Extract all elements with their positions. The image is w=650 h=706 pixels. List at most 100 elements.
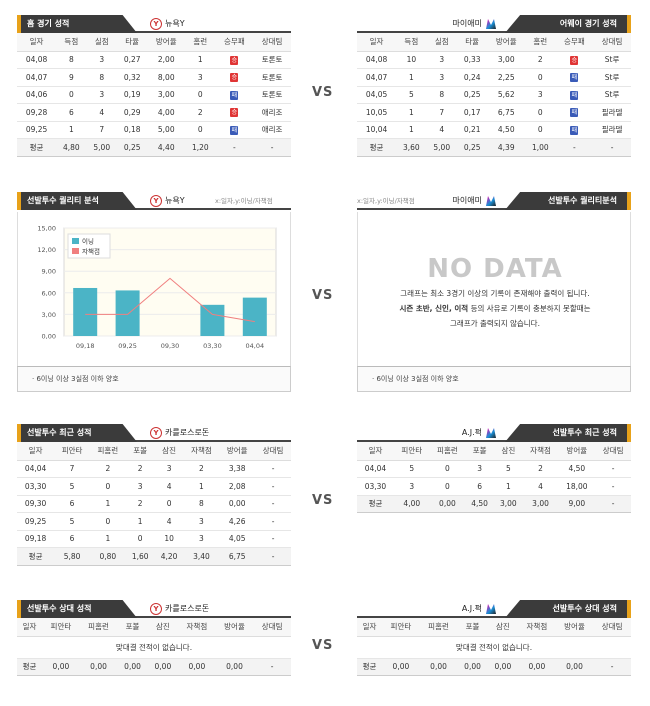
column-header: 자책점: [522, 442, 559, 461]
cell-avg: 0,17: [456, 103, 488, 122]
cell-r: 1: [396, 68, 427, 87]
cell: 0: [429, 460, 466, 478]
axis-note: x:일자,y:이닝/자책점: [357, 197, 415, 205]
cell-date: 10,04: [357, 121, 397, 139]
avg-cell: 0,25: [456, 138, 488, 157]
inning-bar: [200, 304, 225, 336]
yankees-logo-icon: Y: [150, 603, 162, 615]
column-header: 피홈런: [79, 618, 118, 637]
cell-ra: 3: [86, 51, 117, 69]
avg-cell: 4,00: [393, 495, 430, 513]
table-row: 09,18 6 1 0 10 3 4,05-: [17, 530, 291, 548]
column-header: 홈런: [185, 33, 216, 52]
home-record-title: 홈 경기 성적: [17, 15, 137, 33]
nodata-line2-bold: 시즌 초반, 신인, 이적: [399, 304, 469, 313]
cell: 0: [125, 530, 155, 548]
avg-cell: 평균: [357, 658, 383, 676]
avg-cell: -: [595, 495, 631, 513]
avg-cell: 0,00: [518, 658, 556, 676]
pitcher-recent-panel-right: A.J.퍽 선발투수 최근 성적 일자 피안타 피홈런 포볼 삼진 자책점 방어율 상대팀 0…: [357, 424, 631, 513]
avg-cell: 4,40: [147, 138, 186, 157]
avg-cell: 0,00: [147, 658, 179, 676]
column-header: 일자: [17, 618, 43, 637]
cell-era: 2,00: [147, 51, 186, 69]
cell-opp: St루: [593, 68, 631, 87]
result-badge: 승: [570, 55, 579, 65]
avg-cell: 4,50: [465, 495, 494, 513]
vs-label: VS: [312, 85, 334, 100]
cell-ra: 8: [86, 68, 117, 87]
column-header: 피홈런: [429, 442, 466, 461]
table-row: 09,30 6 1 2 0 8 0,00-: [17, 495, 291, 513]
x-tick-label: 09,25: [118, 342, 137, 350]
cell-ra: 3: [426, 68, 457, 87]
cell-hr: 3: [185, 68, 216, 87]
column-header: 일자: [357, 618, 383, 637]
cell-opp: 토론토: [253, 68, 291, 87]
average-row: 평균 4,00 0,00 4,50 3,00 3,00 9,00-: [357, 495, 631, 513]
result-cell: 승: [215, 103, 254, 122]
avg-cell: 6,75: [219, 547, 256, 566]
avg-cell: -: [593, 658, 631, 676]
column-header: 타율: [456, 33, 488, 52]
cell-hr: 0: [525, 121, 556, 139]
column-header: 방어율: [215, 618, 254, 637]
cell-r: 6: [56, 103, 87, 122]
cell-hr: 0: [185, 121, 216, 139]
cell: 1: [183, 477, 220, 496]
average-row: 평균 0,00 0,00 0,00 0,00 0,00 0,00-: [17, 658, 291, 676]
cell: 4,05: [219, 530, 256, 548]
cell-opp: 애리조: [253, 121, 291, 139]
cell-avg: 0,18: [116, 121, 148, 139]
column-header: 포볼: [117, 618, 148, 637]
cell: -: [255, 495, 291, 513]
column-header: 피안타: [393, 442, 430, 461]
column-header: 득점: [56, 33, 87, 52]
cell-hr: 2: [185, 103, 216, 122]
avg-cell: 4,80: [56, 138, 87, 157]
table-row: 03,30 5 0 3 4 1 2,08-: [17, 477, 291, 496]
cell-r: 0: [56, 86, 87, 104]
away-record-table: 일자 득점 실점 타율 방어율 홈런 승무패 상대팀 04,08 10 3 0,33 3,00 2 승 St…: [357, 33, 631, 157]
avg-cell: 평균: [17, 138, 57, 157]
average-row: 평균 3,60 5,00 0,25 4,39 1,00- -: [357, 138, 631, 157]
table-row: 04,07 9 8 0,32 8,00 3 승 토론토: [17, 68, 291, 87]
column-header: 삼진: [154, 442, 184, 461]
vs-label: VS: [312, 493, 334, 508]
result-cell: 패: [555, 103, 594, 122]
column-header: 득점: [396, 33, 427, 52]
column-header: 상대팀: [593, 33, 631, 52]
column-header: 방어율: [219, 442, 256, 461]
inning-bar: [242, 297, 267, 336]
marlins-logo-icon: [485, 18, 497, 30]
avg-cell: 0,00: [382, 658, 420, 676]
result-badge: 패: [230, 125, 239, 135]
column-header: 포볼: [465, 442, 494, 461]
cell-ra: 7: [426, 103, 457, 122]
column-header: 타율: [116, 33, 148, 52]
result-badge: 패: [230, 90, 239, 100]
avg-cell: 0,00: [42, 658, 80, 676]
pitcher-recent-table: 일자 피안타 피홈런 포볼 삼진 자책점 방어율 상대팀 04,04 5 0 3 5 2 4,50-03,…: [357, 442, 631, 513]
pitcher-name: 카를로스로돈: [165, 428, 210, 437]
table-row: 04,06 0 3 0,19 3,00 0 패 토론토: [17, 86, 291, 104]
inning-bar: [115, 290, 140, 336]
message-row: 맞대결 전적이 없습니다.: [17, 636, 291, 659]
cell: -: [255, 530, 291, 548]
column-header: 상대팀: [253, 618, 291, 637]
cell-era: 5,00: [147, 121, 186, 139]
column-header: 상대팀: [595, 442, 631, 461]
column-header: 자책점: [178, 618, 216, 637]
cell-opp: St루: [593, 51, 631, 69]
cell: 2: [125, 460, 155, 478]
column-header: 피홈런: [89, 442, 126, 461]
cell: 03,30: [357, 477, 394, 496]
avg-cell: 5,00: [86, 138, 117, 157]
cell-r: 1: [396, 121, 427, 139]
table-row: 04,04 7 2 2 3 2 3,38-: [17, 460, 291, 478]
cell: 3: [183, 530, 220, 548]
cell: 1: [89, 495, 126, 513]
cell: 09,18: [17, 530, 55, 548]
result-badge: 승: [230, 108, 239, 118]
cell: 3: [183, 512, 220, 531]
